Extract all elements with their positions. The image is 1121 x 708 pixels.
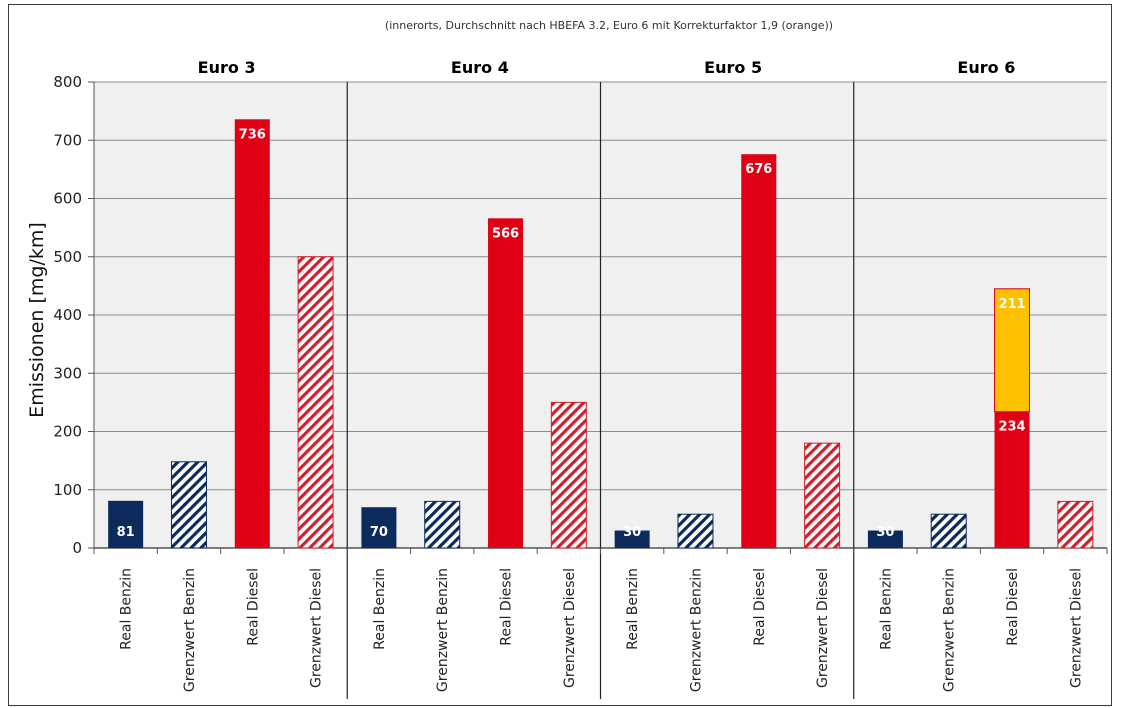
bar-euro-3-grenzwert-benzin bbox=[170, 461, 207, 549]
bar-euro-6-real-benzin bbox=[867, 530, 903, 548]
group-title: Euro 3 bbox=[198, 58, 256, 77]
x-category-label: Grenzwert Diesel bbox=[815, 568, 831, 688]
data-label: 30 bbox=[623, 525, 641, 540]
data-label: 676 bbox=[745, 162, 772, 177]
data-label: 211 bbox=[998, 297, 1025, 312]
data-label: 566 bbox=[492, 226, 519, 241]
x-category-label: Real Diesel bbox=[245, 568, 261, 646]
y-tick-label: 200 bbox=[53, 423, 82, 441]
y-tick-label: 700 bbox=[53, 131, 82, 149]
data-label: 736 bbox=[239, 127, 266, 142]
chart-subtitle: (innerorts, Durchschnitt nach HBEFA 3.2,… bbox=[385, 19, 833, 32]
x-category-label: Grenzwert Benzin bbox=[688, 568, 704, 692]
plot-area: 0 100 200 300 400 500 600 700 800 Euro 3 81 Real Be… bbox=[53, 58, 1108, 699]
chart-frame: (innerorts, Durchschnitt nach HBEFA 3.2,… bbox=[8, 4, 1112, 706]
x-category-label: Real Benzin bbox=[372, 568, 388, 650]
y-tick-label: 0 bbox=[72, 539, 82, 557]
bar-euro-4-grenzwert-benzin bbox=[424, 500, 461, 549]
bar-euro-6-korrekturfaktor-segment bbox=[994, 288, 1031, 413]
group-title: Euro 5 bbox=[704, 58, 762, 77]
y-tick-label: 800 bbox=[53, 73, 82, 91]
bar-euro-6-real-diesel bbox=[994, 411, 1030, 548]
bar-euro-5-grenzwert-diesel bbox=[804, 442, 841, 549]
data-label: 30 bbox=[876, 525, 894, 540]
bar-euro-3-grenzwert-diesel bbox=[297, 256, 334, 549]
group-title: Euro 4 bbox=[451, 58, 509, 77]
x-category-label: Real Diesel bbox=[1005, 568, 1021, 646]
y-tick-label: 500 bbox=[53, 248, 82, 266]
x-category-label: Real Diesel bbox=[752, 568, 768, 646]
data-label: 81 bbox=[117, 525, 135, 540]
x-category-label: Grenzwert Benzin bbox=[435, 568, 451, 692]
y-axis-label: Emissionen [mg/km] bbox=[26, 222, 48, 418]
bar-euro-5-real-diesel bbox=[741, 154, 777, 549]
x-category-label: Grenzwert Benzin bbox=[182, 568, 198, 692]
bar-euro-3-real-benzin bbox=[108, 500, 144, 548]
data-label: 70 bbox=[370, 525, 388, 540]
x-category-label: Real Benzin bbox=[878, 568, 894, 650]
x-category-label: Grenzwert Benzin bbox=[942, 568, 958, 692]
x-category-label: Real Diesel bbox=[499, 568, 515, 646]
data-label: 234 bbox=[998, 420, 1025, 435]
bar-euro-4-grenzwert-diesel bbox=[550, 401, 587, 549]
x-category-label: Grenzwert Diesel bbox=[562, 568, 578, 688]
y-tick-label: 100 bbox=[53, 481, 82, 499]
y-tick-label: 400 bbox=[53, 306, 82, 324]
bar-euro-6-grenzwert-benzin bbox=[930, 513, 967, 549]
x-category-label: Real Benzin bbox=[119, 568, 135, 650]
bar-euro-4-real-benzin bbox=[361, 507, 397, 548]
y-tick-label: 600 bbox=[53, 190, 82, 208]
group-title: Euro 6 bbox=[957, 58, 1015, 77]
x-category-label: Real Benzin bbox=[625, 568, 641, 650]
emissions-bar-chart: (innerorts, Durchschnitt nach HBEFA 3.2,… bbox=[26, 19, 1108, 699]
x-category-label: Grenzwert Diesel bbox=[1068, 568, 1084, 688]
y-tick-label: 300 bbox=[53, 364, 82, 382]
bar-euro-5-grenzwert-benzin bbox=[677, 513, 714, 549]
bar-euro-4-real-diesel bbox=[488, 218, 524, 548]
x-category-label: Grenzwert Diesel bbox=[309, 568, 325, 688]
bar-euro-5-real-benzin bbox=[614, 530, 650, 548]
bar-euro-3-real-diesel bbox=[234, 119, 270, 548]
bar-euro-6-grenzwert-diesel bbox=[1057, 500, 1094, 549]
